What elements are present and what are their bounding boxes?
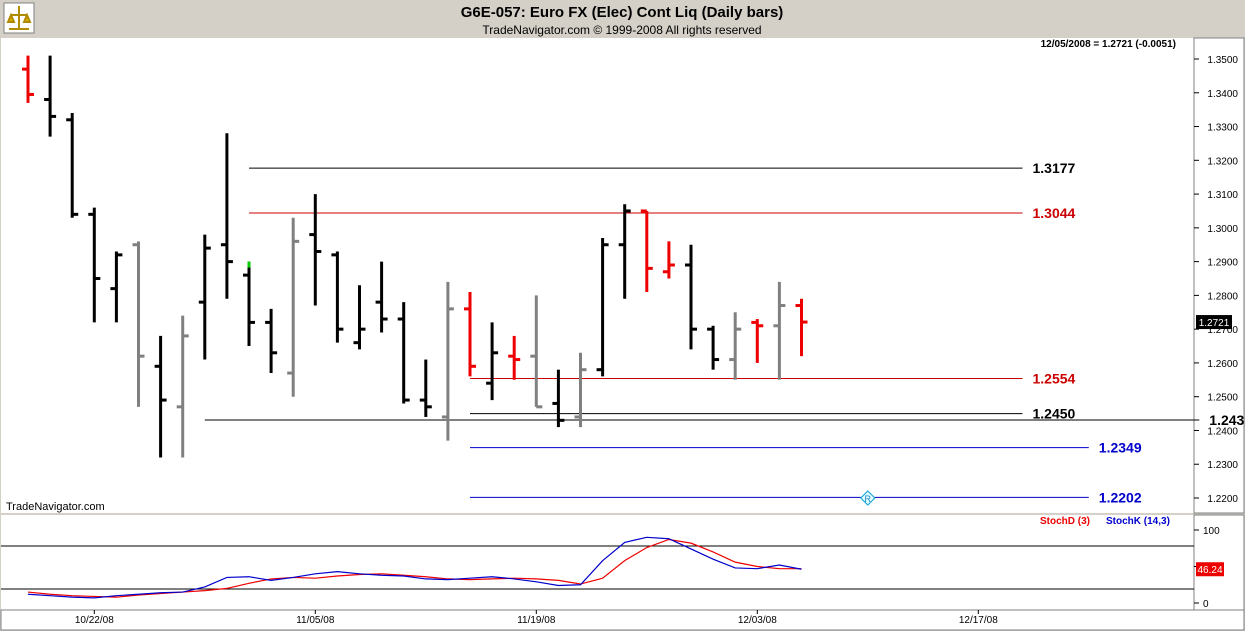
r-marker-icon: R	[859, 490, 876, 506]
ohlc-bar	[220, 133, 233, 299]
watermark-text: TradeNavigator.com	[6, 501, 105, 513]
ohlc-bar	[397, 302, 410, 404]
level-label: 1.2450	[1033, 406, 1076, 422]
level-label: 1.2349	[1099, 440, 1142, 456]
date-tick-label: 10/22/08	[75, 615, 114, 626]
ohlc-bar	[66, 113, 79, 218]
header-bar	[0, 0, 1245, 38]
date-tick-label: 11/19/08	[517, 615, 556, 626]
ohlc-bar	[309, 194, 322, 306]
ohlc-bar	[795, 298, 808, 357]
ohlc-bar	[441, 281, 454, 441]
ohlc-bar	[530, 295, 543, 409]
marker-diamond	[859, 490, 876, 506]
price-tick-label: 1.2600	[1207, 359, 1238, 370]
price-panel	[1, 38, 1194, 513]
ohlc-bar	[331, 251, 344, 343]
ohlc-bar	[574, 352, 587, 428]
bars-layer: R	[22, 55, 876, 506]
copyright-text: TradeNavigator.com © 1999-2008 All right…	[482, 23, 761, 37]
ohlc-bar	[552, 369, 565, 428]
price-tick-label: 1.3200	[1207, 156, 1238, 167]
stoch-tick-label: 100	[1203, 526, 1220, 537]
price-tick-label: 1.3400	[1207, 89, 1238, 100]
legend-stochd: StochD (3)	[1040, 516, 1090, 527]
ohlc-bar	[486, 322, 499, 401]
ohlc-bar	[22, 55, 34, 103]
price-tick-label: 1.2500	[1207, 393, 1238, 404]
price-tick-label: 1.2800	[1207, 291, 1238, 302]
ohlc-bar	[154, 335, 167, 458]
marker-label: R	[865, 494, 872, 504]
ohlc-bar	[464, 292, 476, 377]
ohlc-bar	[662, 241, 675, 279]
stoch-current-box	[1196, 562, 1224, 577]
price-tick-label: 1.2200	[1207, 494, 1238, 505]
ohlc-bar	[419, 359, 432, 417]
price-tick-label: 1.3000	[1207, 224, 1238, 235]
ohlc-bar	[88, 207, 101, 323]
quote-readout: 12/05/2008 = 1.2721 (-0.0051)	[1041, 39, 1176, 50]
ohlc-bar	[176, 315, 189, 458]
level-label: 1.2554	[1033, 370, 1076, 386]
ohlc-bar	[44, 55, 57, 137]
date-axis	[0, 609, 1245, 631]
stoch-line	[27, 536, 802, 599]
stoch-current-label: 46.24	[1197, 565, 1222, 576]
price-tick-label: 1.2900	[1207, 258, 1238, 269]
price-tick-label: 1.3100	[1207, 190, 1238, 201]
ohlc-bar	[243, 261, 255, 347]
level-label: 1.3044	[1033, 205, 1076, 221]
ohlc-bar	[729, 312, 742, 380]
price-tick-label: 1.2300	[1207, 460, 1238, 471]
price-tick-label: 1.2700	[1207, 325, 1238, 336]
price-tick-label: 1.3500	[1207, 55, 1238, 66]
ohlc-bar	[110, 251, 123, 323]
price-axis	[1193, 37, 1245, 514]
ohlc-bar	[751, 319, 764, 363]
current-price-box	[1196, 315, 1232, 330]
ohlc-bar	[640, 209, 653, 293]
ohlc-bar	[353, 285, 366, 350]
ohlc-bar	[685, 244, 697, 350]
price-tick-label: 1.3300	[1207, 123, 1238, 134]
chart-title: G6E-057: Euro FX (Elec) Cont Liq (Daily …	[461, 4, 784, 21]
date-tick-label: 11/05/08	[296, 615, 335, 626]
price-ticks-layer: 1.3500 1.3400 1.3300 1.3200 1.3100 1.3000 1.29…	[1194, 55, 1238, 505]
ohlc-bar	[596, 237, 609, 377]
ohlc-bar	[618, 204, 631, 299]
ohlc-bar	[773, 281, 786, 380]
level-label: 1.3177	[1033, 160, 1076, 176]
ohlc-bar	[375, 261, 388, 333]
date-tick-label: 12/17/08	[959, 615, 998, 626]
legend-stochk: StochK (14,3)	[1106, 516, 1170, 527]
current-price-label: 1.2721	[1199, 318, 1230, 329]
date-ticks-layer: 10/22/08 11/05/08 11/19/08 12/03/08 12/17/08	[75, 610, 998, 626]
price-tick-label: 1.2400	[1207, 426, 1238, 437]
ohlc-bar	[508, 335, 521, 380]
date-tick-label: 12/03/08	[738, 615, 777, 626]
stoch-tick-label: 0	[1203, 599, 1209, 610]
ohlc-bar	[707, 325, 720, 370]
ohlc-bar	[265, 308, 278, 374]
trade-navigator-logo-icon	[3, 2, 35, 34]
level-label: 1.2202	[1099, 489, 1142, 505]
ohlc-bar	[287, 217, 300, 397]
stoch-panel	[1, 515, 1194, 610]
stoch-layer: 10050046.24	[1, 526, 1224, 610]
ohlc-bar	[132, 241, 145, 407]
ohlc-bar	[198, 234, 211, 360]
